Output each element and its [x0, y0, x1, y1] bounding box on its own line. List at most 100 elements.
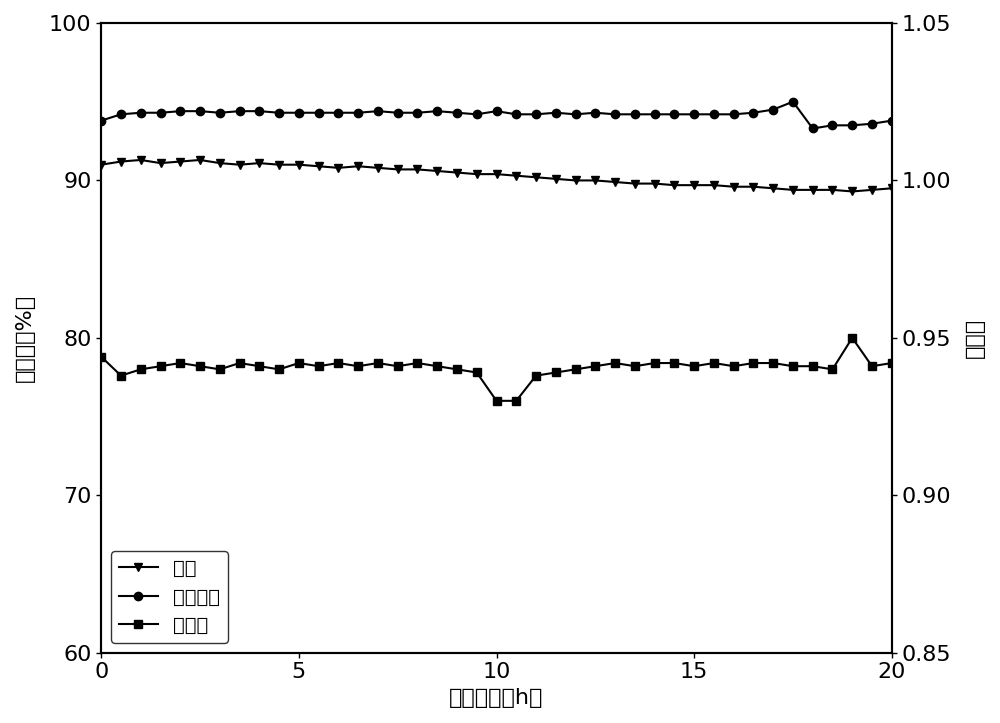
甲烷 [649, 179, 661, 188]
Line: 氢爆比: 氢爆比 [97, 334, 896, 405]
二氧化硠 [352, 108, 364, 117]
氢爆比 [589, 362, 601, 370]
氢爆比 [747, 359, 759, 367]
二氧化硠 [530, 110, 542, 119]
氢爆比 [550, 368, 562, 377]
二氧化硠 [491, 107, 503, 116]
甲烷 [313, 162, 325, 171]
二氧化硠 [115, 110, 127, 119]
甲烷 [352, 162, 364, 171]
氢爆比 [649, 359, 661, 367]
二氧化硠 [708, 110, 720, 119]
二氧化硠 [194, 107, 206, 116]
氢爆比 [372, 359, 384, 367]
甲烷 [155, 159, 167, 168]
二氧化硠 [313, 108, 325, 117]
氢爆比 [886, 359, 898, 367]
甲烷 [194, 155, 206, 164]
氢爆比 [530, 372, 542, 380]
二氧化硠 [550, 108, 562, 117]
氢爆比 [411, 359, 423, 367]
氢爆比 [471, 368, 483, 377]
二氧化硠 [846, 121, 858, 129]
甲烷 [431, 166, 443, 175]
氢爆比 [155, 362, 167, 370]
甲烷 [668, 181, 680, 189]
Y-axis label: 转化率（%）: 转化率（%） [15, 294, 35, 382]
氢爆比 [708, 359, 720, 367]
Legend: 甲烷, 二氧化硠, 氢爆比: 甲烷, 二氧化硠, 氢爆比 [111, 551, 228, 643]
氢爆比 [570, 365, 582, 374]
二氧化硠 [392, 108, 404, 117]
氢爆比 [293, 359, 305, 367]
氢爆比 [352, 362, 364, 370]
甲烷 [135, 155, 147, 164]
甲烷 [767, 184, 779, 192]
二氧化硠 [807, 124, 819, 133]
二氧化硠 [570, 110, 582, 119]
二氧化硠 [767, 106, 779, 114]
氢爆比 [214, 365, 226, 374]
Y-axis label: 氢爆比: 氢爆比 [965, 318, 985, 358]
二氧化硠 [826, 121, 838, 129]
氢爆比 [668, 359, 680, 367]
二氧化硠 [747, 108, 759, 117]
氢爆比 [609, 359, 621, 367]
氢爆比 [767, 359, 779, 367]
二氧化硠 [688, 110, 700, 119]
二氧化硠 [135, 108, 147, 117]
甲烷 [392, 165, 404, 174]
氢爆比 [273, 365, 285, 374]
氢爆比 [392, 362, 404, 370]
二氧化硠 [471, 110, 483, 119]
氢爆比 [234, 359, 246, 367]
二氧化硠 [451, 108, 463, 117]
Line: 二氧化硠: 二氧化硠 [97, 98, 896, 132]
二氧化硠 [174, 107, 186, 116]
氢爆比 [431, 362, 443, 370]
二氧化硠 [372, 107, 384, 116]
氢爆比 [451, 365, 463, 374]
二氧化硠 [866, 119, 878, 128]
氢爆比 [510, 396, 522, 405]
二氧化硠 [411, 108, 423, 117]
甲烷 [115, 157, 127, 166]
二氧化硠 [155, 108, 167, 117]
二氧化硠 [728, 110, 740, 119]
甲烷 [570, 176, 582, 185]
甲烷 [332, 163, 344, 172]
甲烷 [787, 186, 799, 194]
二氧化硠 [589, 108, 601, 117]
甲烷 [846, 187, 858, 196]
甲烷 [609, 178, 621, 187]
甲烷 [273, 161, 285, 169]
甲烷 [234, 161, 246, 169]
甲烷 [826, 186, 838, 194]
二氧化硠 [253, 107, 265, 116]
氢爆比 [135, 365, 147, 374]
二氧化硠 [234, 107, 246, 116]
二氧化硠 [95, 116, 107, 125]
甲烷 [728, 182, 740, 191]
氢爆比 [728, 362, 740, 370]
甲烷 [411, 165, 423, 174]
甲烷 [293, 161, 305, 169]
X-axis label: 反应时间（h）: 反应时间（h） [449, 688, 544, 708]
氢爆比 [253, 362, 265, 370]
氢爆比 [95, 352, 107, 361]
甲烷 [866, 186, 878, 194]
甲烷 [550, 174, 562, 183]
甲烷 [688, 181, 700, 189]
甲烷 [510, 171, 522, 180]
甲烷 [471, 170, 483, 179]
二氧化硠 [431, 107, 443, 116]
二氧化硠 [332, 108, 344, 117]
甲烷 [372, 163, 384, 172]
氢爆比 [313, 362, 325, 370]
Line: 甲烷: 甲烷 [97, 155, 896, 196]
甲烷 [708, 181, 720, 189]
氢爆比 [826, 365, 838, 374]
氢爆比 [688, 362, 700, 370]
氢爆比 [807, 362, 819, 370]
甲烷 [530, 173, 542, 181]
